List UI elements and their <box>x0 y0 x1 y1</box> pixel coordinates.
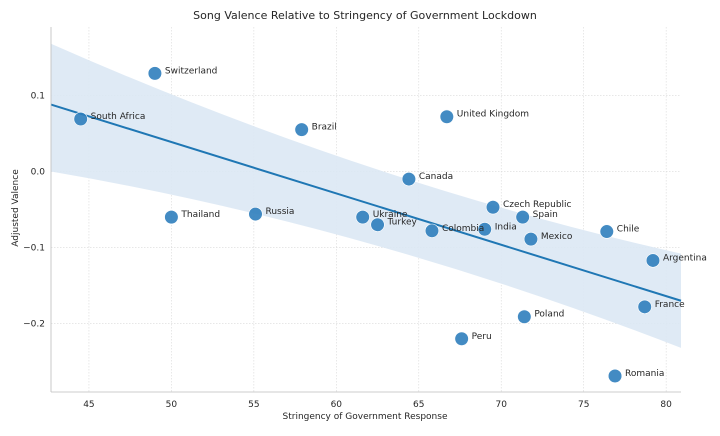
point-label: Russia <box>266 207 295 217</box>
y-axis-label: Adjusted Valence <box>11 169 21 247</box>
point-label: Peru <box>472 332 492 342</box>
point-label: India <box>495 222 517 232</box>
data-point-brazil <box>294 122 309 137</box>
point-label: Brazil <box>312 123 337 133</box>
data-point-canada <box>401 171 416 187</box>
axes: 45 50 55 60 65 70 75 80 −0.2 −0.1 0.0 0.1 <box>23 27 681 410</box>
data-point-thailand <box>164 210 179 225</box>
chart-title: Song Valence Relative to Stringency of G… <box>193 9 537 22</box>
points-layer <box>73 66 661 384</box>
data-point-india <box>477 222 492 237</box>
point-label: Turkey <box>387 218 418 228</box>
point-label: Poland <box>534 310 564 320</box>
data-point-czech-republic <box>485 200 501 215</box>
point-label: Ukraine <box>373 210 408 220</box>
data-point-united-kingdom <box>439 109 454 124</box>
y-tick-label: −0.2 <box>23 320 45 330</box>
data-point-chile <box>599 224 614 239</box>
point-label: Colombia <box>442 224 484 234</box>
point-label: Canada <box>419 172 453 182</box>
x-tick-label: 65 <box>413 400 424 410</box>
x-axis-label: Stringency of Government Response <box>283 412 448 422</box>
point-label: United Kingdom <box>457 110 529 120</box>
regression-line-layer <box>50 103 682 302</box>
point-label: Mexico <box>541 232 573 242</box>
x-tick-label: 50 <box>166 400 178 410</box>
x-tick-label: 45 <box>83 400 94 410</box>
data-point-romania <box>607 368 623 384</box>
confidence-band-layer <box>51 43 681 348</box>
x-tick-label: 80 <box>660 400 672 410</box>
data-point-france <box>637 299 652 314</box>
data-point-ukraine <box>355 210 370 225</box>
data-point-russia <box>248 206 263 222</box>
point-label: Thailand <box>180 210 220 220</box>
data-point-turkey <box>370 217 385 232</box>
x-tick-label: 70 <box>496 400 508 410</box>
data-point-colombia <box>424 223 440 238</box>
regression-line <box>50 103 682 302</box>
data-point-argentina <box>645 253 661 268</box>
point-label: Argentina <box>663 253 707 263</box>
point-labels-layer: Switzerland South Africa Brazil United King… <box>91 66 707 379</box>
point-label: South Africa <box>91 112 146 122</box>
point-label: Romania <box>625 369 664 379</box>
x-tick-label: 60 <box>331 400 343 410</box>
x-tick-label: 55 <box>248 400 259 410</box>
point-label: Czech Republic <box>503 200 572 210</box>
data-point-south-africa <box>73 111 88 127</box>
data-point-poland <box>517 309 532 324</box>
data-point-peru <box>454 331 469 346</box>
y-tick-label: 0.0 <box>31 167 46 177</box>
point-label: Spain <box>533 210 558 220</box>
y-tick-label: −0.1 <box>23 244 45 254</box>
point-label: Switzerland <box>165 66 218 76</box>
point-label: France <box>655 300 685 310</box>
point-label: Chile <box>617 225 640 235</box>
data-point-mexico <box>523 232 539 247</box>
y-tick-label: 0.1 <box>31 91 45 101</box>
confidence-band <box>51 43 681 348</box>
x-tick-label: 75 <box>578 400 589 410</box>
data-point-spain <box>515 210 530 225</box>
data-point-switzerland <box>147 66 163 81</box>
